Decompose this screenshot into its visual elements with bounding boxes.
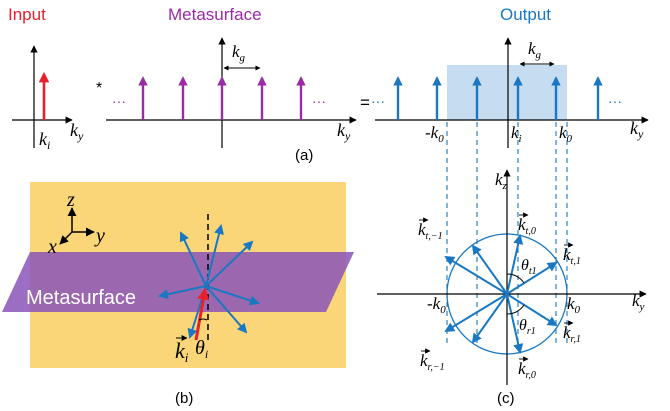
k-t-minus1-label: kt,−1 xyxy=(418,220,443,242)
transmitted-beam xyxy=(205,240,254,287)
input-spectrum: ky ki xyxy=(12,45,84,152)
theta-t1-arc xyxy=(506,273,525,284)
incident-k-label: ki xyxy=(175,338,189,365)
z-axis-label: z xyxy=(66,189,75,211)
output-spectrum: ··· ··· kg -k0 ki k0 ky xyxy=(371,37,649,148)
metasurface-spectrum: ··· ··· kg ky xyxy=(106,37,357,148)
output-ki-label: ki xyxy=(511,123,522,145)
propagating-band xyxy=(447,65,567,120)
theta-t1-label: θt1 xyxy=(521,257,537,277)
title-output: Output xyxy=(500,5,551,24)
caption-c: (c) xyxy=(497,390,515,407)
metasurface-kg-label: kg xyxy=(232,42,246,64)
metasurface-plane xyxy=(2,252,354,312)
reflected-beam xyxy=(205,285,248,334)
convolve-operator: * xyxy=(96,80,102,97)
input-ki-label: ki xyxy=(39,129,50,152)
output-k0-label: k0 xyxy=(559,123,573,145)
k-vector-t-minus1 xyxy=(471,244,508,295)
k-vectors xyxy=(444,234,558,354)
vector-overbars xyxy=(419,212,574,362)
k-vector-r0 xyxy=(506,293,524,354)
k-r1-label: kr,1 xyxy=(563,323,581,345)
input-ky-label: ky xyxy=(70,120,84,143)
k-t1-label: kt,1 xyxy=(563,245,581,267)
k-r0-label: kr,0 xyxy=(518,359,536,381)
kz-axis-label: kz xyxy=(495,170,508,192)
metasurface-plane-label: Metasurface xyxy=(26,287,136,309)
coordinate-axes: z y x xyxy=(47,189,105,258)
kspace-neg-k0-label: -k0 xyxy=(427,294,446,316)
kspace-k0-label: k0 xyxy=(567,294,581,316)
equals-operator: = xyxy=(360,93,370,112)
output-ky-label: ky xyxy=(630,118,644,141)
title-metasurface: Metasurface xyxy=(168,5,262,24)
theta-r1-arc xyxy=(506,304,525,315)
kspace-ky-label: ky xyxy=(632,291,645,313)
output-kg-label: kg xyxy=(528,39,542,61)
panel-b: Metasurface z y x ki θi (b) xyxy=(2,182,354,407)
reflected-beam xyxy=(205,285,260,306)
metasurface-ky-label: ky xyxy=(337,120,351,143)
metasurface-ellipsis-left: ··· xyxy=(112,93,126,109)
k-vector-r-minus1 xyxy=(471,293,508,344)
k-vector-extra xyxy=(444,293,508,333)
k-r-minus1-label: kr,−1 xyxy=(420,351,445,373)
theta-r1-label: θr1 xyxy=(519,317,536,337)
y-axis-label: y xyxy=(94,225,105,247)
panel-c: kz ky -k0 k0 kt,−1 kt,0 kt,1 kr,−1 kr,0 … xyxy=(377,122,647,407)
output-ellipsis-right: ··· xyxy=(608,93,622,109)
incident-beam xyxy=(194,287,210,341)
output-neg-k0-label: -k0 xyxy=(425,123,444,145)
k-vector-r1 xyxy=(506,293,558,327)
panel-a: Input Metasurface Output ky ki * ··· ··· xyxy=(8,5,649,164)
k-vector-t1 xyxy=(506,261,558,295)
incidence-angle-label: θi xyxy=(195,337,208,361)
caption-a: (a) xyxy=(295,147,313,164)
x-axis-arrow xyxy=(59,231,73,245)
caption-b: (b) xyxy=(175,390,193,407)
k-vector-t0 xyxy=(506,234,524,295)
transmitted-beam xyxy=(179,231,207,287)
incidence-angle-arc xyxy=(198,318,208,321)
k-vector-extra xyxy=(444,255,508,295)
output-ellipsis-left: ··· xyxy=(371,93,385,109)
metasurface-ellipsis-right: ··· xyxy=(312,93,326,109)
k-t0-label: kt,0 xyxy=(518,215,536,237)
title-input: Input xyxy=(8,5,46,24)
x-axis-label: x xyxy=(47,236,57,258)
transmitted-beam xyxy=(205,224,224,287)
